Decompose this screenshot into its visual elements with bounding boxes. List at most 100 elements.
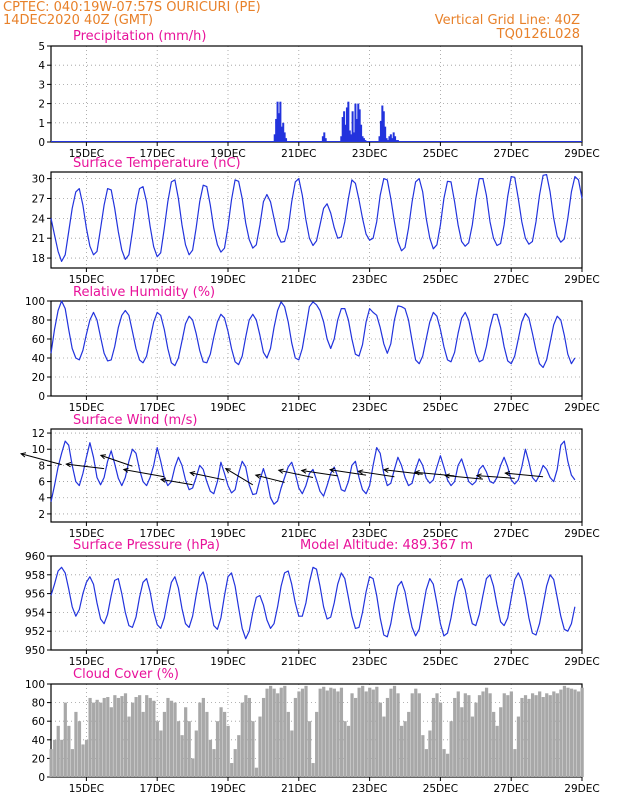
y-tick-label: 60 <box>32 716 45 728</box>
x-tick-label: 25DEC <box>423 528 458 540</box>
y-tick-label: 20 <box>32 372 45 384</box>
precip-bar <box>362 138 365 142</box>
plot-frame <box>50 171 583 269</box>
precip-bar <box>350 134 353 142</box>
x-tick-label: 23DEC <box>352 274 387 286</box>
cloud-bar <box>325 690 329 777</box>
x-tick-label: 27DEC <box>493 528 528 540</box>
precip-bar <box>285 138 288 142</box>
panel-title: Precipitation (mm/h) <box>73 29 206 44</box>
cloud-bar <box>364 691 368 777</box>
x-tick-label: 15DEC <box>69 783 104 795</box>
x-tick-label: 17DEC <box>139 274 174 286</box>
cloud-bar <box>261 697 266 777</box>
cloud-bar <box>99 702 103 777</box>
cloud-bar <box>173 702 177 777</box>
cloud-bar <box>548 695 552 777</box>
y-tick-label: 21 <box>32 233 45 245</box>
cloud-bar <box>424 749 428 777</box>
cloud-bar <box>67 725 71 777</box>
cloud-bar <box>56 725 60 777</box>
header-datetime: 14DEC2020 40Z (GMT) <box>3 13 154 28</box>
cloud-bar <box>258 716 262 777</box>
wind-arrow-head <box>382 467 389 473</box>
plot-frame <box>50 555 583 651</box>
cloud-bar <box>446 753 450 777</box>
x-tick-label: 15DEC <box>69 656 104 668</box>
cloud-bar <box>293 697 298 777</box>
panel-5: 950 952 954 956 958 960 15DEC 17DEC 19DEC 21DEC 23… <box>25 538 600 668</box>
cloud-bar <box>382 716 386 777</box>
cloud-bar <box>127 716 131 777</box>
cloud-bar <box>194 730 198 777</box>
cloud-bar <box>155 721 159 777</box>
cloud-bar <box>304 685 308 777</box>
cloud-bar <box>329 687 333 777</box>
cloud-bar <box>545 693 549 777</box>
y-tick-label: 0 <box>38 391 45 403</box>
cloud-bar <box>385 697 390 777</box>
cloud-bar <box>322 686 326 777</box>
cloud-bar <box>435 693 439 777</box>
wind-arrow-head <box>19 452 27 458</box>
wind-arrow-head <box>99 454 106 460</box>
x-tick-label: 17DEC <box>139 528 174 540</box>
cloud-bar <box>484 687 489 777</box>
cloud-bar <box>357 687 361 777</box>
cloud-bar <box>102 697 106 777</box>
y-tick-label: 40 <box>32 353 45 365</box>
cloud-bar <box>538 691 542 777</box>
x-tick-label: 17DEC <box>139 783 174 795</box>
cloud-bar <box>541 697 545 777</box>
cloud-bar <box>562 685 567 777</box>
cloud-bar <box>272 688 276 777</box>
cloud-bar <box>400 725 404 777</box>
wind-arrow-head <box>254 473 261 479</box>
cloud-bar <box>145 695 149 777</box>
cloud-bar <box>513 749 517 777</box>
cloud-bar <box>477 695 482 777</box>
cloud-bar <box>176 721 181 777</box>
wind-arrow <box>505 472 544 478</box>
y-tick-label: 80 <box>32 698 45 710</box>
cloud-bar <box>240 702 244 777</box>
cloud-bar <box>516 716 521 777</box>
cloud-bar <box>371 689 375 777</box>
y-tick-label: 4 <box>38 60 45 72</box>
cloud-bar <box>431 697 436 777</box>
cloud-bar <box>495 725 499 777</box>
wind-arrow <box>100 454 133 467</box>
wind-arrow-head <box>475 473 482 479</box>
cloud-bar <box>421 735 425 777</box>
wind-arrow <box>414 471 455 477</box>
cloud-bar <box>332 688 336 777</box>
precip-bar <box>273 134 276 142</box>
y-tick-label: 27 <box>32 193 45 205</box>
x-tick-label: 27DEC <box>493 783 528 795</box>
y-tick-label: 958 <box>25 570 45 582</box>
cloud-bar <box>215 721 220 777</box>
cloud-bar <box>343 721 347 777</box>
panel-1: 18 21 24 27 30 15DEC 17DEC 19DEC 21DEC 23DEC 25DEC… <box>32 156 600 286</box>
x-tick-label: 17DEC <box>139 402 174 414</box>
wind-arrow <box>190 472 225 481</box>
x-tick-label: 19DEC <box>210 783 245 795</box>
x-tick-label: 15DEC <box>69 274 104 286</box>
panel-6: 0 20 40 60 80 100 15DEC 17DEC 19DEC 21DEC 23DEC 25D… <box>25 667 600 795</box>
cloud-bar <box>279 687 283 777</box>
cloud-bar <box>375 686 379 777</box>
cloud-bar <box>392 685 397 777</box>
x-tick-label: 25DEC <box>423 274 458 286</box>
cloud-bar <box>456 691 460 777</box>
cloud-bar <box>109 707 113 777</box>
cloud-bar <box>63 702 67 777</box>
plot-frame <box>50 300 583 397</box>
precip-bar <box>323 132 326 142</box>
cloud-bar <box>350 693 354 777</box>
precip-bar <box>343 111 346 142</box>
wind-arrow <box>301 470 338 477</box>
x-tick-label: 27DEC <box>493 148 528 160</box>
x-tick-label: 27DEC <box>493 656 528 668</box>
precip-bar <box>275 118 278 142</box>
cloud-bar <box>499 707 503 777</box>
